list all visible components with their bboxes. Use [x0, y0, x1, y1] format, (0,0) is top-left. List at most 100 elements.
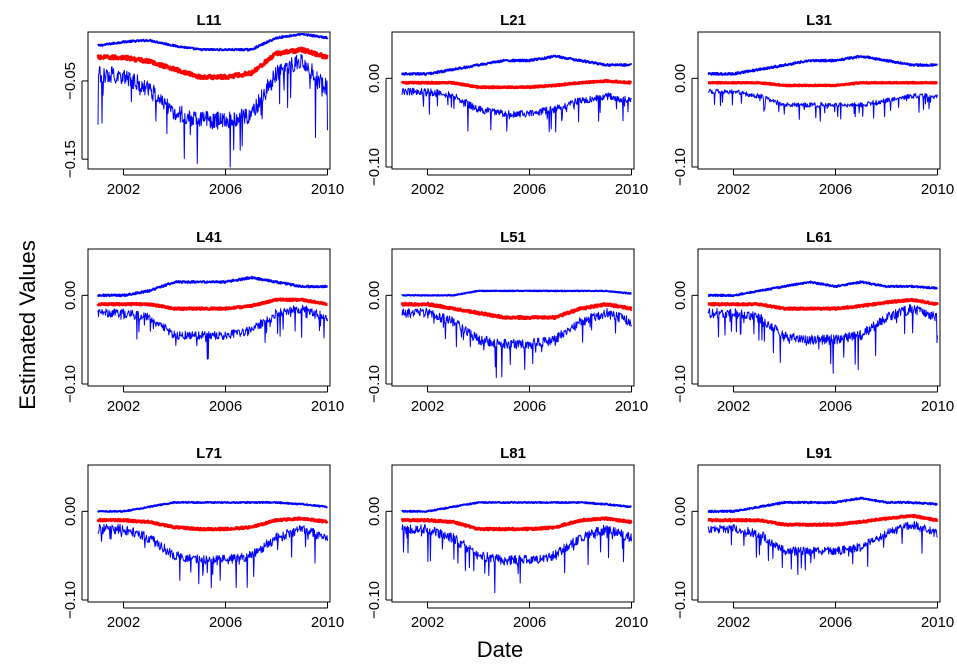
y-tick-label: −0.10 [366, 148, 383, 186]
x-tick-label: 2002 [717, 398, 750, 415]
x-tick-label: 2010 [311, 181, 344, 198]
x-tick-label: 2010 [311, 614, 344, 631]
x-tick-label: 2010 [921, 398, 954, 415]
figure-xlabel: Date [477, 637, 523, 662]
series-upper-line [97, 33, 329, 52]
y-tick-label: −0.10 [672, 581, 689, 619]
x-tick-label: 2006 [209, 614, 242, 631]
panel-title: L61 [806, 229, 832, 246]
series-estimate-line [400, 301, 633, 320]
series-estimate-line [400, 516, 633, 532]
y-tick-label: −0.05 [62, 62, 79, 100]
series-lower-line [97, 523, 328, 589]
series-lower-line [401, 523, 632, 594]
series-lower-line [707, 304, 938, 374]
panel-title: L71 [196, 445, 222, 462]
panel-grid: L11 2002 2006 2010 −0.05 −0.15 L21 2002 2006 2010… [62, 12, 954, 631]
x-tick-label: 2002 [717, 181, 750, 198]
x-tick-label: 2010 [921, 181, 954, 198]
y-tick-label: −0.10 [366, 365, 383, 403]
x-tick-label: 2006 [209, 398, 242, 415]
panel-l91: L91 2002 2006 2010 0.00 −0.10 [672, 445, 954, 631]
y-tick-label: 0.00 [62, 497, 79, 526]
panel-l61: L61 2002 2006 2010 0.00 −0.10 [672, 229, 954, 415]
series-upper-line [707, 496, 938, 514]
series-estimate-line [400, 79, 633, 90]
series-estimate-line [96, 46, 329, 81]
x-tick-label: 2010 [615, 398, 648, 415]
plot-frame [87, 31, 331, 170]
x-tick-label: 2006 [819, 398, 852, 415]
x-tick-label: 2002 [717, 614, 750, 631]
series-estimate-line [707, 297, 939, 311]
y-tick-label: 0.00 [672, 497, 689, 526]
x-tick-label: 2006 [819, 614, 852, 631]
panel-title: L41 [196, 229, 222, 246]
series-lower-line [97, 304, 328, 360]
panel-title: L81 [500, 445, 526, 462]
plot-frame [697, 464, 941, 603]
y-tick-label: −0.10 [366, 581, 383, 619]
x-tick-label: 2006 [819, 181, 852, 198]
y-tick-label: −0.10 [62, 365, 79, 403]
x-tick-label: 2002 [411, 398, 444, 415]
series-upper-line [401, 54, 633, 76]
y-tick-label: 0.00 [672, 281, 689, 310]
series-upper-line [401, 289, 632, 297]
panel-title: L51 [500, 229, 526, 246]
panel-title: L91 [806, 445, 832, 462]
plot-frame [391, 464, 635, 603]
panel-l11: L11 2002 2006 2010 −0.05 −0.15 [62, 12, 344, 198]
series-upper-line [97, 500, 328, 513]
series-upper-line [707, 280, 938, 298]
plot-frame [87, 248, 331, 387]
x-tick-label: 2006 [209, 181, 242, 198]
y-tick-label: 0.00 [366, 497, 383, 526]
series-upper-line [97, 275, 329, 298]
plot-frame [697, 31, 941, 170]
y-tick-label: 0.00 [62, 281, 79, 310]
series-lower-line [707, 88, 938, 122]
y-tick-label: 0.00 [366, 64, 383, 93]
x-tick-label: 2002 [107, 181, 140, 198]
x-tick-label: 2010 [921, 614, 954, 631]
panel-l41: L41 2002 2006 2010 0.00 −0.10 [62, 229, 344, 415]
x-tick-label: 2006 [513, 614, 546, 631]
y-tick-label: −0.10 [672, 148, 689, 186]
series-upper-line [707, 54, 939, 76]
x-tick-label: 2010 [615, 614, 648, 631]
panel-l51: L51 2002 2006 2010 0.00 −0.10 [366, 229, 648, 415]
series-estimate-line [96, 297, 329, 311]
x-tick-label: 2002 [411, 614, 444, 631]
panel-l21: L21 2002 2006 2010 0.00 −0.10 [366, 12, 648, 198]
series-estimate-line [96, 516, 329, 532]
series-lower-line [401, 87, 632, 133]
plot-frame [697, 248, 941, 387]
y-tick-label: −0.10 [672, 365, 689, 403]
y-tick-label: 0.00 [366, 281, 383, 310]
series-lower-line [401, 307, 632, 379]
figure-ylabel: Estimated Values [15, 240, 40, 410]
y-tick-label: −0.10 [62, 581, 79, 619]
panel-title: L31 [806, 12, 832, 29]
panel-l71: L71 2002 2006 2010 0.00 −0.10 [62, 445, 344, 631]
series-lower-line [707, 521, 938, 575]
x-tick-label: 2002 [411, 181, 444, 198]
panel-title: L11 [196, 12, 221, 29]
panel-l81: L81 2002 2006 2010 0.00 −0.10 [366, 445, 648, 631]
x-tick-label: 2010 [311, 398, 344, 415]
x-tick-label: 2006 [513, 398, 546, 415]
series-lower-line [97, 53, 328, 168]
x-tick-label: 2010 [615, 181, 648, 198]
plot-frame [87, 464, 331, 603]
series-estimate-line [707, 80, 939, 88]
series-upper-line [401, 500, 632, 513]
x-tick-label: 2002 [107, 398, 140, 415]
y-tick-label: 0.00 [672, 64, 689, 93]
plot-frame [391, 248, 635, 387]
plot-frame [391, 31, 635, 170]
panel-title: L21 [500, 12, 526, 29]
x-tick-label: 2002 [107, 614, 140, 631]
panel-l31: L31 2002 2006 2010 0.00 −0.10 [672, 12, 954, 198]
